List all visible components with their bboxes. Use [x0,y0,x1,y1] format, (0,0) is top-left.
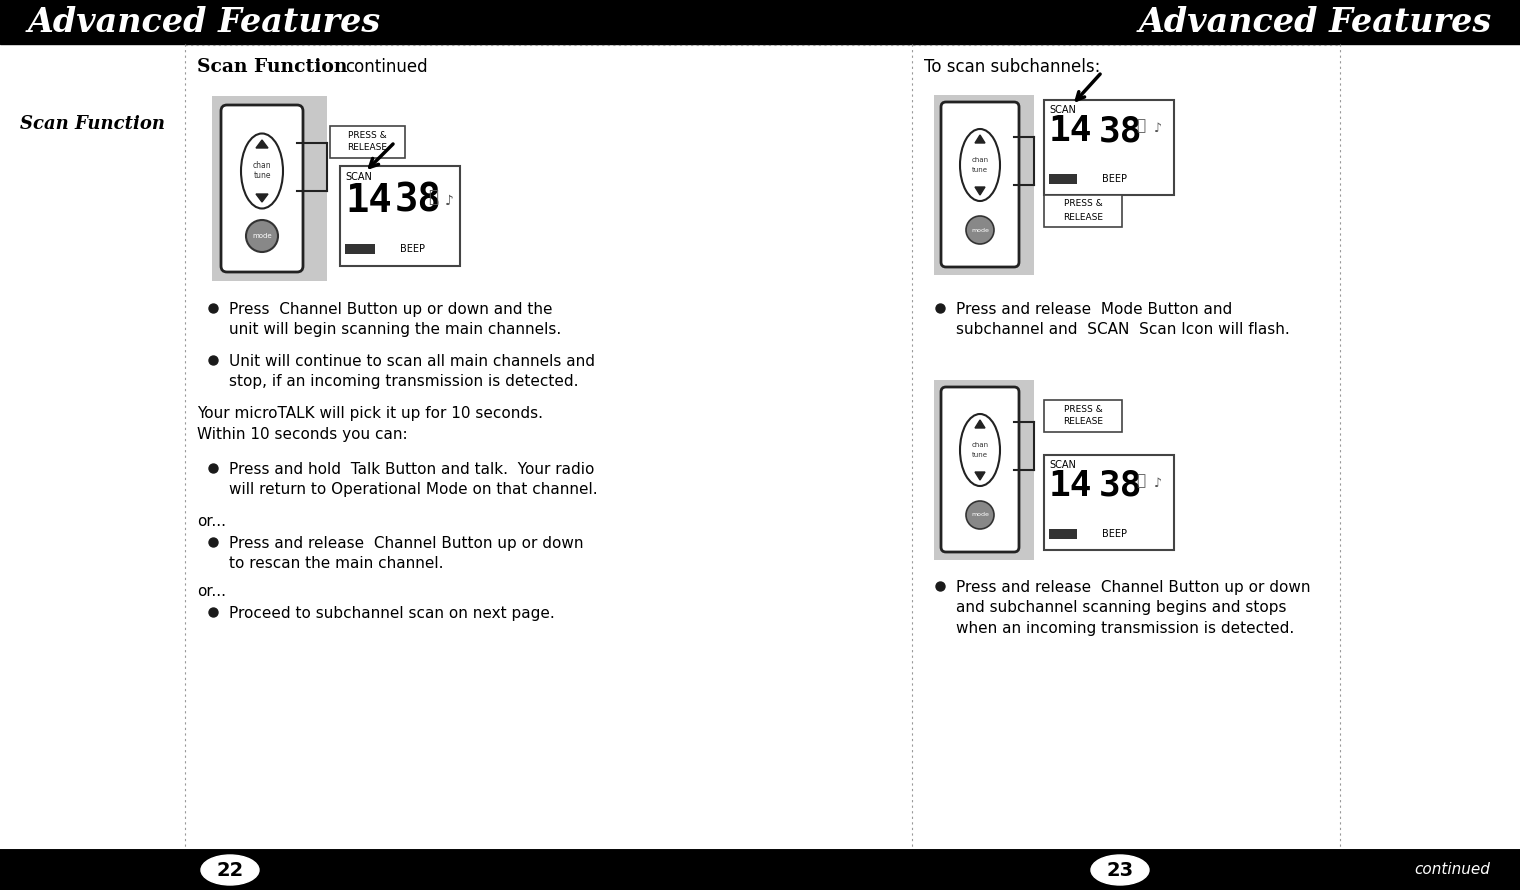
Text: Press and hold  Talk Button and talk.  Your radio
will return to Operational Mod: Press and hold Talk Button and talk. You… [230,462,597,498]
Polygon shape [974,135,985,143]
Circle shape [936,304,945,313]
Text: Proceed to subchannel scan on next page.: Proceed to subchannel scan on next page. [230,606,555,621]
Circle shape [208,538,217,547]
Text: RELEASE: RELEASE [1062,417,1104,426]
Bar [1044,455,1173,550]
Text: Press  Channel Button up or down and the
unit will begin scanning the main chann: Press Channel Button up or down and the … [230,302,561,337]
Circle shape [208,356,217,365]
Text: chan: chan [252,161,271,171]
Bar [1044,100,1173,195]
Circle shape [967,501,994,529]
Text: tune: tune [254,172,271,181]
Text: ⍖: ⍖ [1135,118,1145,133]
Bar [340,166,461,266]
Text: chan: chan [971,442,988,448]
Text: chan: chan [971,157,988,163]
Text: ♪: ♪ [1154,122,1161,135]
Text: SCAN: SCAN [1049,105,1076,115]
Bar [0,848,1520,890]
Text: 38: 38 [1099,114,1143,148]
Bar [330,126,404,158]
Bar [933,95,1034,275]
Ellipse shape [201,855,258,885]
Text: ♪: ♪ [1154,477,1161,490]
Text: Press and release  Channel Button up or down
to rescan the main channel.: Press and release Channel Button up or d… [230,536,584,571]
Text: Unit will continue to scan all main channels and
stop, if an incoming transmissi: Unit will continue to scan all main chan… [230,354,594,390]
Text: continued: continued [1414,862,1490,878]
FancyBboxPatch shape [220,105,302,272]
Text: 14: 14 [345,182,392,220]
Bar [0,0,1520,44]
Text: Scan Function: Scan Function [198,58,354,76]
Text: 14: 14 [1049,114,1093,148]
Text: BEEP: BEEP [400,244,426,254]
Text: SCAN: SCAN [1049,460,1076,470]
Text: BEEP: BEEP [1102,529,1126,539]
Text: tune: tune [971,452,988,458]
Circle shape [208,464,217,473]
Text: tune: tune [971,167,988,173]
FancyBboxPatch shape [941,102,1018,267]
Text: Press and release  Mode Button and
subchannel and  SCAN  Scan Icon will flash.: Press and release Mode Button and subcha… [956,302,1290,337]
Bar [211,96,327,281]
Polygon shape [974,472,985,480]
Polygon shape [974,420,985,428]
Text: ⍖: ⍖ [429,188,438,206]
Text: 22: 22 [216,861,243,879]
Text: continued: continued [345,58,427,76]
FancyBboxPatch shape [941,387,1018,552]
Text: SCAN: SCAN [345,172,372,182]
Text: 23: 23 [1107,861,1134,879]
Text: To scan subchannels:: To scan subchannels: [924,58,1100,76]
Text: ♪: ♪ [445,194,454,208]
Polygon shape [255,140,268,148]
Ellipse shape [961,414,1000,486]
Text: mode: mode [971,228,990,232]
Text: BEEP: BEEP [1102,174,1126,184]
Bar [1044,400,1122,432]
Text: Advanced Features: Advanced Features [27,5,382,38]
Bar [1049,174,1078,184]
Bar [345,244,375,254]
Ellipse shape [242,134,283,208]
Polygon shape [974,187,985,195]
Text: Advanced Features: Advanced Features [1138,5,1493,38]
Polygon shape [255,194,268,202]
Bar [1044,195,1122,227]
Text: mode: mode [252,233,272,239]
Circle shape [967,216,994,244]
Circle shape [208,608,217,617]
Text: mode: mode [971,513,990,517]
Ellipse shape [961,129,1000,201]
Bar [1049,529,1078,539]
Ellipse shape [1091,855,1149,885]
Text: or...: or... [198,514,226,529]
Text: RELEASE: RELEASE [347,143,388,152]
Text: PRESS &: PRESS & [1064,199,1102,208]
Text: Your microTALK will pick it up for 10 seconds.
Within 10 seconds you can:: Your microTALK will pick it up for 10 se… [198,406,543,442]
Circle shape [208,304,217,313]
Text: or...: or... [198,584,226,599]
Text: PRESS &: PRESS & [1064,404,1102,414]
Bar [933,380,1034,560]
Text: Press and release  Channel Button up or down
and subchannel scanning begins and : Press and release Channel Button up or d… [956,580,1310,635]
Text: 38: 38 [1099,469,1143,503]
Text: Scan Function: Scan Function [20,115,164,133]
Circle shape [246,220,278,252]
Circle shape [936,582,945,591]
Text: RELEASE: RELEASE [1062,213,1104,222]
Text: PRESS &: PRESS & [348,131,386,140]
Text: 14: 14 [1049,469,1093,503]
Text: ⍖: ⍖ [1135,473,1145,488]
Text: 38: 38 [395,182,442,220]
